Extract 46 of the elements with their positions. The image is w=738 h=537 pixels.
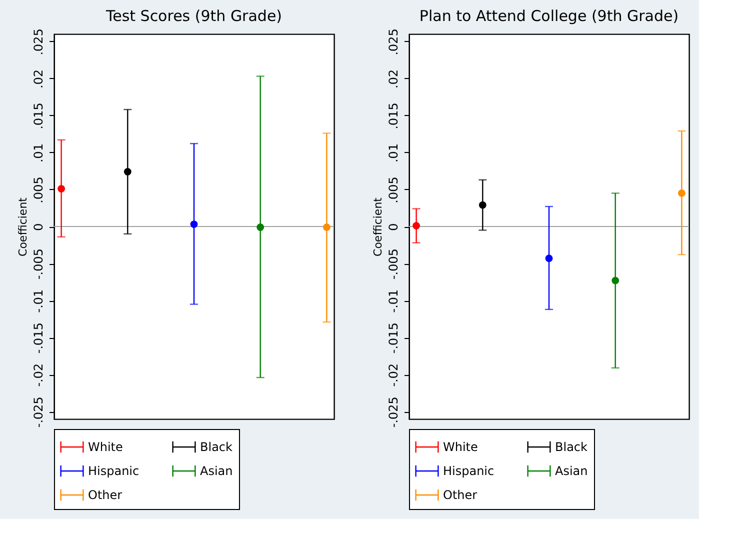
legend-label: Other bbox=[88, 488, 122, 502]
point bbox=[545, 254, 553, 262]
y-tick-label: .005 bbox=[32, 176, 46, 204]
legend-label: Hispanic bbox=[443, 464, 494, 478]
y-tick-label: .025 bbox=[32, 28, 46, 56]
legend-label: Black bbox=[200, 440, 233, 454]
legend-label: Black bbox=[555, 440, 588, 454]
y-axis-title: Coefficient bbox=[16, 196, 30, 256]
y-tick-label: -.005 bbox=[386, 248, 400, 280]
y-tick-label: -.015 bbox=[32, 322, 46, 354]
y-tick-label: .005 bbox=[386, 176, 400, 204]
y-tick-label: -.025 bbox=[386, 396, 400, 428]
y-tick-label: -.02 bbox=[386, 363, 400, 387]
legend-label: White bbox=[443, 440, 478, 454]
point bbox=[190, 220, 198, 228]
y-tick-label: 0 bbox=[32, 223, 46, 231]
legend-label: Hispanic bbox=[88, 464, 140, 478]
y-tick-label: -.02 bbox=[32, 363, 46, 387]
y-axis-title: Coefficient bbox=[372, 196, 384, 256]
point bbox=[412, 222, 420, 230]
point bbox=[478, 201, 486, 209]
chart-title: Plan to Attend College (9th Grade) bbox=[419, 7, 679, 26]
y-tick-label: .025 bbox=[386, 28, 400, 56]
y-tick-label: -.015 bbox=[386, 322, 400, 354]
y-tick-label: 0 bbox=[386, 223, 400, 231]
y-tick-label: .02 bbox=[386, 69, 400, 88]
legend-label: Asian bbox=[555, 464, 588, 478]
legend-label: White bbox=[88, 440, 123, 454]
y-tick-label: .01 bbox=[386, 143, 400, 163]
point bbox=[58, 185, 66, 192]
point bbox=[322, 224, 330, 231]
y-tick-label: -.01 bbox=[386, 289, 400, 313]
point bbox=[124, 168, 132, 176]
y-tick-label: -.005 bbox=[32, 248, 46, 280]
point bbox=[256, 224, 264, 231]
y-tick-label: .01 bbox=[32, 143, 46, 163]
y-tick-label: -.025 bbox=[32, 396, 46, 428]
chart-title: Test Scores (9th Grade) bbox=[104, 7, 282, 26]
point bbox=[678, 189, 686, 197]
y-tick-label: -.01 bbox=[32, 289, 46, 313]
y-tick-label: .02 bbox=[32, 69, 46, 88]
legend-label: Other bbox=[443, 488, 478, 502]
y-tick-label: .015 bbox=[386, 102, 400, 130]
point bbox=[612, 276, 620, 284]
y-tick-label: .015 bbox=[32, 102, 46, 130]
legend-label: Asian bbox=[200, 464, 233, 478]
